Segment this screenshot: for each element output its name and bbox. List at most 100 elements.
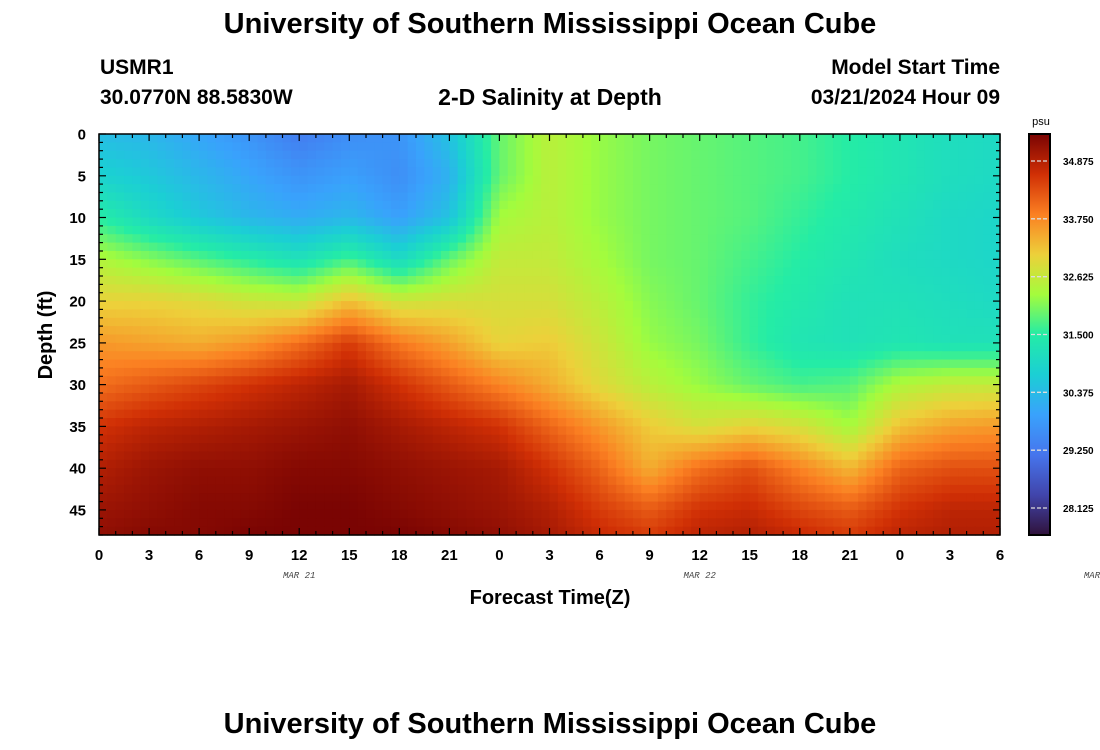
heatmap-cell (149, 484, 158, 494)
heatmap-cell (708, 250, 717, 260)
heatmap-cell (874, 426, 884, 436)
heatmap-cell (449, 134, 459, 143)
heatmap-cell (232, 175, 242, 185)
heatmap-cell (808, 334, 818, 344)
heatmap-cell (282, 276, 292, 285)
heatmap-cell (149, 392, 158, 402)
heatmap-cell (766, 359, 776, 369)
heatmap-cell (941, 409, 951, 419)
heatmap-cell (190, 142, 200, 152)
heatmap-cell (582, 192, 592, 202)
heatmap-cell (115, 401, 125, 411)
heatmap-cell (307, 292, 317, 302)
heatmap-cell (924, 301, 934, 311)
heatmap-cell (641, 276, 651, 285)
heatmap-cell (791, 418, 801, 427)
heatmap-cell (240, 518, 250, 528)
heatmap-cell (657, 301, 667, 311)
heatmap-cell (474, 418, 484, 427)
heatmap-cell (215, 409, 225, 419)
heatmap-cell (107, 468, 117, 478)
heatmap-cell (783, 451, 793, 461)
heatmap-cell (382, 326, 392, 336)
heatmap-cell (190, 167, 200, 177)
heatmap-cell (265, 351, 275, 361)
heatmap-cell (524, 392, 534, 402)
heatmap-cell (933, 493, 943, 503)
heatmap-cell (315, 309, 325, 319)
heatmap-cell (165, 326, 175, 336)
heatmap-cell (165, 342, 175, 352)
heatmap-cell (274, 418, 284, 427)
heatmap-cell (257, 476, 267, 486)
heatmap-cell (933, 468, 943, 478)
heatmap-cell (958, 434, 968, 444)
heatmap-cell (190, 392, 200, 402)
heatmap-cell (557, 443, 567, 453)
heatmap-cell (674, 468, 684, 478)
heatmap-cell (941, 192, 951, 202)
heatmap-cell (833, 384, 843, 394)
heatmap-cell (207, 276, 217, 285)
heatmap-cell (441, 359, 450, 369)
heatmap-cell (557, 134, 567, 143)
heatmap-cell (524, 509, 534, 519)
heatmap-cell (949, 342, 959, 352)
heatmap-cell (474, 192, 484, 202)
heatmap-cell (140, 418, 150, 427)
heatmap-cell (541, 217, 551, 227)
heatmap-cell (257, 150, 267, 160)
heatmap-cell (758, 334, 767, 344)
heatmap-cell (399, 309, 409, 319)
heatmap-cell (257, 200, 267, 210)
heatmap-cell (874, 501, 884, 511)
heatmap-cell (532, 184, 542, 194)
heatmap-cell (591, 351, 601, 361)
heatmap-cell (549, 376, 559, 386)
heatmap-cell (199, 317, 209, 327)
heatmap-cell (666, 459, 676, 469)
heatmap-cell (416, 468, 425, 478)
heatmap-cell (607, 200, 617, 210)
heatmap-cell (991, 242, 1001, 252)
heatmap-cell (499, 175, 509, 185)
heatmap-cell (324, 134, 334, 143)
heatmap-cell (716, 250, 726, 260)
heatmap-cell (632, 192, 642, 202)
heatmap-cell (966, 367, 976, 377)
heatmap-cell (799, 292, 809, 302)
heatmap-cell (574, 392, 584, 402)
heatmap-cell (107, 342, 117, 352)
heatmap-cell (232, 225, 242, 235)
heatmap-cell (733, 451, 742, 461)
heatmap-cell (240, 426, 250, 436)
heatmap-cell (724, 217, 734, 227)
heatmap-cell (482, 142, 492, 152)
heatmap-cell (165, 351, 175, 361)
heatmap-cell (332, 501, 342, 511)
heatmap-cell (265, 326, 275, 336)
heatmap-cell (624, 426, 634, 436)
heatmap-cell (215, 242, 225, 252)
heatmap-cell (749, 493, 759, 503)
heatmap-cell (657, 359, 667, 369)
heatmap-cell (124, 493, 133, 503)
heatmap-cell (841, 167, 851, 177)
heatmap-cell (557, 175, 567, 185)
heatmap-cell (482, 426, 492, 436)
heatmap-cell (107, 309, 117, 319)
heatmap-cell (290, 484, 300, 494)
heatmap-cell (290, 501, 300, 511)
heatmap-cell (749, 317, 759, 327)
heatmap-cell (466, 200, 476, 210)
heatmap-cell (340, 326, 350, 336)
heatmap-cell (816, 142, 826, 152)
heatmap-cell (524, 175, 534, 185)
heatmap-cell (107, 326, 117, 336)
heatmap-cell (174, 509, 184, 519)
heatmap-cell (983, 284, 993, 294)
heatmap-cell (299, 301, 309, 311)
heatmap-cell (449, 317, 459, 327)
heatmap-cell (908, 217, 918, 227)
heatmap-cell (532, 326, 542, 336)
